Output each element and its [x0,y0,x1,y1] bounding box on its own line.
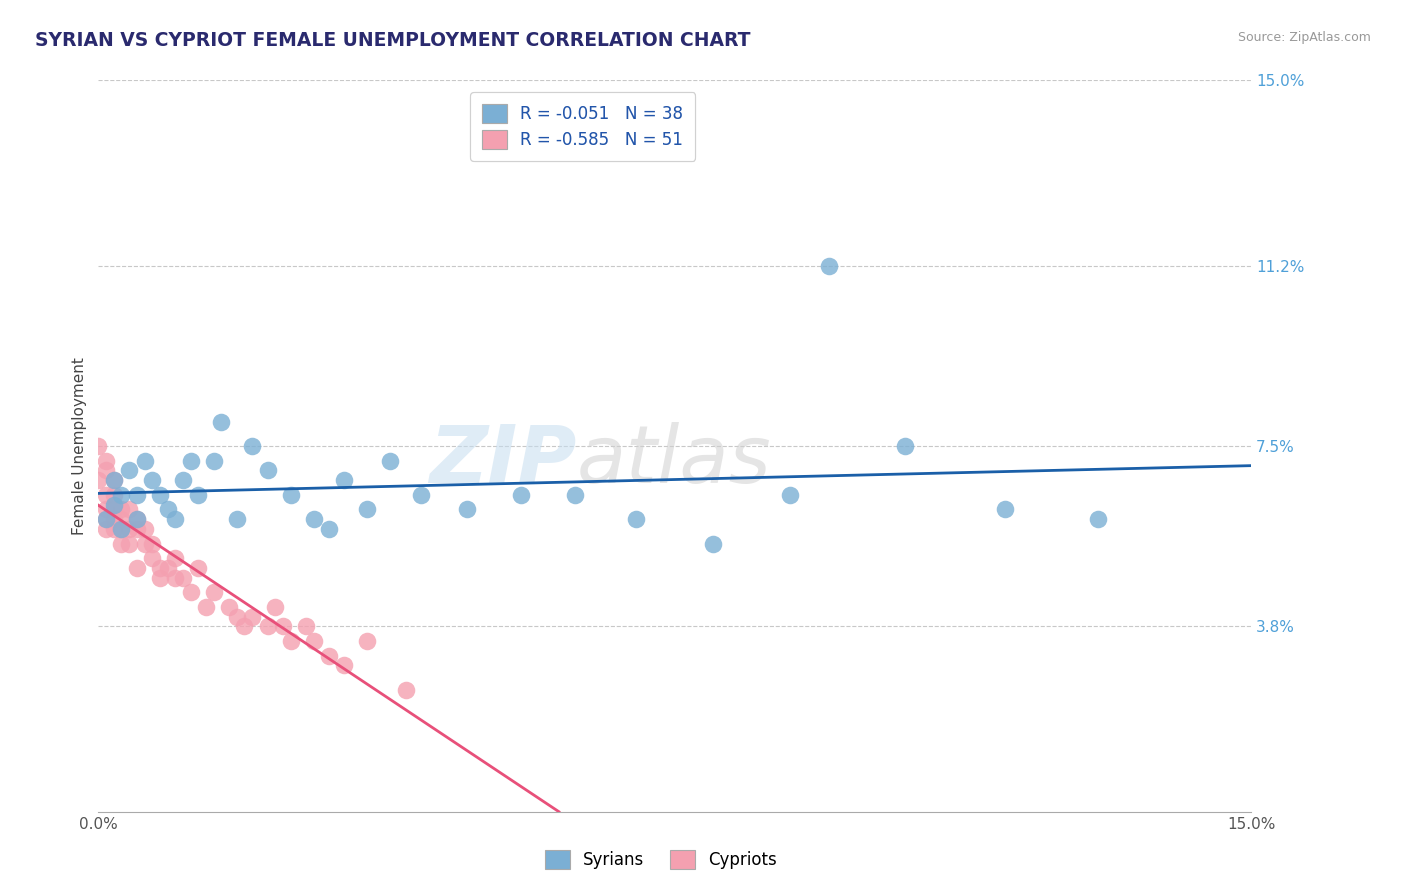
Point [94,502,117,516]
Point [125,488,148,502]
Point [141,473,163,487]
Point [94,512,117,526]
Point [356,634,378,648]
Point [195,599,218,614]
Point [202,585,225,599]
Point [271,619,294,633]
Point [302,512,325,526]
Point [180,453,202,467]
Point [894,439,917,453]
Point [395,682,418,697]
Point [103,488,125,502]
Point [456,502,478,516]
Point [118,463,141,477]
Point [209,415,232,429]
Point [256,619,278,633]
Point [103,473,125,487]
Point [110,522,132,536]
Point [218,599,240,614]
Point [187,561,209,575]
Point [87,473,110,487]
Point [94,522,117,536]
Point [87,439,110,453]
Point [165,512,187,526]
Point [110,536,132,550]
Text: SYRIAN VS CYPRIOT FEMALE UNEMPLOYMENT CORRELATION CHART: SYRIAN VS CYPRIOT FEMALE UNEMPLOYMENT CO… [35,31,751,50]
Point [94,463,117,477]
Point [165,571,187,585]
Point [380,453,402,467]
Point [172,473,194,487]
Point [626,512,648,526]
Point [295,619,318,633]
Point [103,498,125,512]
Point [302,634,325,648]
Point [256,463,278,477]
Point [125,522,148,536]
Point [149,488,172,502]
Point [411,488,433,502]
Point [118,536,141,550]
Point [149,561,172,575]
Point [141,536,163,550]
Point [118,522,141,536]
Point [125,512,148,526]
Point [156,561,179,575]
Point [110,522,132,536]
Point [156,502,179,516]
Point [94,453,117,467]
Point [333,473,356,487]
Point [103,512,125,526]
Point [134,522,156,536]
Point [240,609,263,624]
Point [356,502,378,516]
Point [779,488,801,502]
Point [994,502,1017,516]
Point [141,551,163,566]
Point [118,502,141,516]
Point [149,571,172,585]
Point [333,658,356,673]
Point [817,259,839,273]
Point [125,561,148,575]
Point [225,609,247,624]
Point [172,571,194,585]
Point [134,536,156,550]
Point [110,488,132,502]
Point [125,512,148,526]
Point [103,522,125,536]
Point [103,502,125,516]
Point [103,473,125,487]
Y-axis label: Female Unemployment: Female Unemployment [72,357,87,535]
Point [264,599,287,614]
Point [165,551,187,566]
Point [280,488,302,502]
Point [564,488,586,502]
Point [225,512,247,526]
Point [510,488,533,502]
Text: atlas: atlas [576,422,772,500]
Point [94,512,117,526]
Point [110,512,132,526]
Legend: Syrians, Cypriots: Syrians, Cypriots [536,840,786,880]
Text: Source: ZipAtlas.com: Source: ZipAtlas.com [1237,31,1371,45]
Point [318,522,340,536]
Point [134,453,156,467]
Point [233,619,256,633]
Point [180,585,202,599]
Point [94,488,117,502]
Point [1087,512,1109,526]
Point [702,536,724,550]
Point [280,634,302,648]
Point [202,453,225,467]
Point [318,648,340,663]
Point [110,502,132,516]
Point [240,439,263,453]
Point [187,488,209,502]
Legend: R = -0.051   N = 38, R = -0.585   N = 51: R = -0.051 N = 38, R = -0.585 N = 51 [471,92,695,161]
Text: ZIP: ZIP [429,422,576,500]
